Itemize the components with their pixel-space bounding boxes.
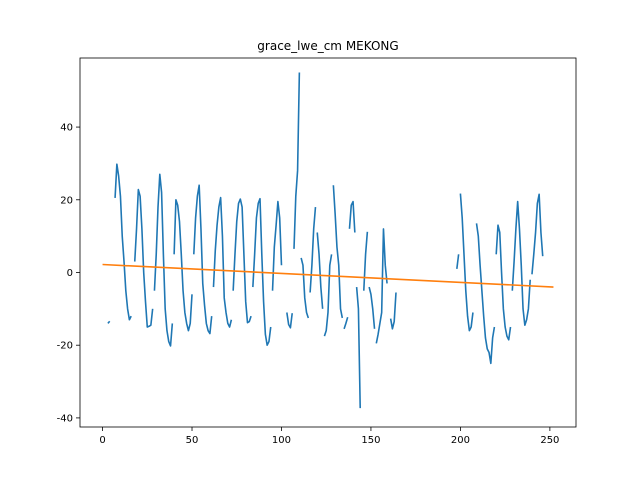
observed-line-segment-1 xyxy=(114,163,132,321)
x-tick-label-150: 150 xyxy=(361,435,380,446)
plot-area xyxy=(102,72,554,409)
observed-line-segment-11 xyxy=(293,72,301,249)
y-tick-label--40: -40 xyxy=(57,413,73,424)
observed-line-segment-15 xyxy=(323,254,333,337)
observed-line-segment-22 xyxy=(375,228,388,344)
observed-line-segment-8 xyxy=(252,197,272,347)
observed-line-segment-23 xyxy=(389,292,397,330)
observed-line-segment-6 xyxy=(212,196,233,328)
observed-line-segment-16 xyxy=(332,185,344,319)
y-tick-label--20: -20 xyxy=(57,341,73,352)
x-tick-label-100: 100 xyxy=(272,435,291,446)
x-tick-label-200: 200 xyxy=(451,435,470,446)
observed-line-segment-3 xyxy=(153,173,174,347)
x-tick-label-250: 250 xyxy=(540,435,559,446)
observed-line-segment-28 xyxy=(511,200,531,327)
observed-line-segment-13 xyxy=(309,206,317,293)
x-tick-label-0: 0 xyxy=(99,435,105,446)
observed-line-segment-12 xyxy=(300,257,310,319)
observed-line-segment-17 xyxy=(343,316,349,330)
observed-line-segment-4 xyxy=(173,198,193,332)
observed-line-segment-10 xyxy=(286,312,294,329)
observed-line-segment-19 xyxy=(355,286,362,409)
observed-line-segment-21 xyxy=(368,286,376,329)
observed-line-segment-25 xyxy=(459,193,474,332)
axes: 0 50 100 150 200 250 -40 -20 0 20 40 xyxy=(57,57,577,446)
chart-title: grace_lwe_cm MEKONG xyxy=(257,39,398,53)
axes-frame xyxy=(79,57,577,428)
observed-line-segment-0 xyxy=(107,320,111,324)
observed-line-segment-20 xyxy=(362,231,369,291)
observed-line-segment-27 xyxy=(495,224,512,341)
x-tick-label-50: 50 xyxy=(186,435,199,446)
y-tick-label-40: 40 xyxy=(60,123,73,134)
observed-line-segment-7 xyxy=(232,198,252,324)
observed-line-segment-9 xyxy=(271,200,283,291)
trend-line-segment-0 xyxy=(102,263,554,288)
observed-line-segment-18 xyxy=(348,200,356,233)
observed-line-segment-2 xyxy=(133,188,154,328)
observed-line-segment-5 xyxy=(193,184,213,335)
y-tick-label-20: 20 xyxy=(60,195,73,206)
observed-line-segment-29 xyxy=(531,193,544,275)
y-tick-label-0: 0 xyxy=(67,268,73,279)
observed-line-segment-14 xyxy=(316,232,324,309)
observed-line-segment-24 xyxy=(456,254,460,269)
observed-line-segment-26 xyxy=(475,223,496,365)
